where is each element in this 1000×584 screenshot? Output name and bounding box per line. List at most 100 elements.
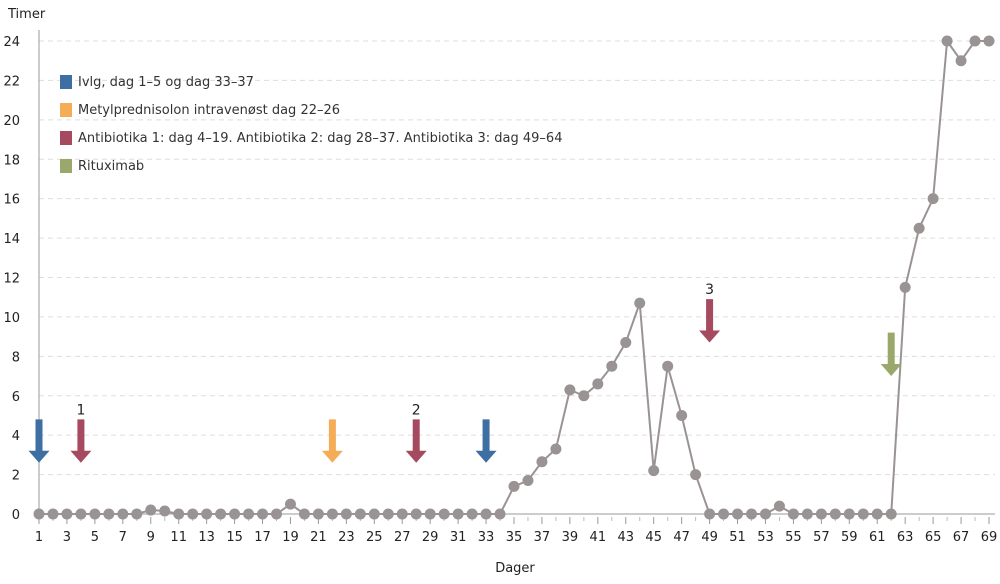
x-tick-label: 69 bbox=[981, 530, 998, 545]
data-point bbox=[718, 508, 730, 520]
data-point bbox=[913, 222, 925, 234]
x-tick-label: 11 bbox=[170, 530, 187, 545]
x-axis-label: Dager bbox=[495, 561, 535, 576]
treatment-arrow bbox=[880, 332, 902, 377]
data-point bbox=[410, 508, 422, 520]
data-point bbox=[466, 508, 478, 520]
data-point bbox=[606, 360, 618, 372]
treatment-arrow bbox=[321, 419, 343, 463]
data-point bbox=[354, 508, 366, 520]
x-tick-label: 55 bbox=[785, 530, 802, 545]
x-tick-label: 1 bbox=[35, 530, 43, 545]
y-axis-label: Timer bbox=[7, 7, 46, 22]
data-point bbox=[983, 35, 995, 47]
data-point bbox=[368, 508, 380, 520]
data-point bbox=[243, 508, 255, 520]
x-tick-label: 65 bbox=[925, 530, 942, 545]
x-tick-label: 33 bbox=[478, 530, 495, 545]
y-tick-label: 18 bbox=[3, 153, 20, 168]
data-point bbox=[871, 508, 883, 520]
treatment-arrow bbox=[699, 299, 721, 343]
data-point bbox=[815, 508, 827, 520]
x-tick-label: 27 bbox=[394, 530, 411, 545]
x-tick-label: 25 bbox=[366, 530, 383, 545]
data-point bbox=[89, 508, 101, 520]
legend-item: Ivlg, dag 1–5 og dag 33–37 bbox=[60, 68, 562, 96]
x-tick-label: 3 bbox=[63, 530, 71, 545]
data-point bbox=[340, 508, 352, 520]
legend-label: Ivlg, dag 1–5 og dag 33–37 bbox=[78, 74, 254, 90]
data-point bbox=[424, 508, 436, 520]
data-point bbox=[857, 508, 869, 520]
data-point bbox=[578, 390, 590, 402]
legend-swatch bbox=[60, 103, 72, 117]
x-tick-label: 61 bbox=[869, 530, 886, 545]
x-tick-label: 7 bbox=[119, 530, 127, 545]
y-tick-label: 6 bbox=[12, 390, 20, 405]
x-tick-label: 17 bbox=[254, 530, 271, 545]
data-point bbox=[75, 508, 87, 520]
data-point bbox=[47, 508, 59, 520]
treatment-arrow bbox=[70, 419, 92, 463]
data-point bbox=[103, 508, 115, 520]
x-tick-label: 21 bbox=[310, 530, 327, 545]
data-point bbox=[452, 508, 464, 520]
x-tick-label: 45 bbox=[645, 530, 662, 545]
data-point bbox=[284, 498, 296, 510]
data-point bbox=[969, 35, 981, 47]
data-point bbox=[801, 508, 813, 520]
data-point bbox=[131, 508, 143, 520]
x-tick-label: 67 bbox=[953, 530, 970, 545]
legend: Ivlg, dag 1–5 og dag 33–37 Metylprednisol… bbox=[60, 68, 562, 180]
legend-swatch bbox=[60, 131, 72, 145]
legend-item: Metylprednisolon intravenøst dag 22–26 bbox=[60, 96, 562, 124]
data-point bbox=[494, 508, 506, 520]
data-point bbox=[33, 508, 45, 520]
x-tick-label: 57 bbox=[813, 530, 830, 545]
legend-item: Rituximab bbox=[60, 152, 562, 180]
data-point bbox=[955, 55, 967, 67]
data-point bbox=[312, 508, 324, 520]
x-tick-label: 49 bbox=[701, 530, 718, 545]
x-tick-label: 5 bbox=[91, 530, 99, 545]
data-point bbox=[173, 508, 185, 520]
x-tick-label: 59 bbox=[841, 530, 858, 545]
data-point bbox=[564, 384, 576, 396]
data-point bbox=[787, 508, 799, 520]
x-tick-label: 43 bbox=[617, 530, 634, 545]
y-tick-label: 14 bbox=[3, 232, 20, 247]
y-tick-label: 16 bbox=[3, 193, 20, 208]
data-point bbox=[550, 443, 562, 455]
data-point bbox=[536, 456, 548, 468]
x-tick-label: 37 bbox=[534, 530, 551, 545]
data-point bbox=[759, 508, 771, 520]
data-point bbox=[145, 504, 157, 516]
treatment-arrow bbox=[475, 419, 497, 463]
legend-label: Antibiotika 1: dag 4–19. Antibiotika 2: … bbox=[78, 130, 563, 146]
x-tick-label: 63 bbox=[897, 530, 914, 545]
x-tick-label: 23 bbox=[338, 530, 355, 545]
x-tick-label: 41 bbox=[590, 530, 607, 545]
data-point bbox=[676, 409, 688, 421]
x-tick-label: 9 bbox=[147, 530, 155, 545]
data-point bbox=[843, 508, 855, 520]
arrow-label: 3 bbox=[705, 282, 714, 298]
x-tick-label: 15 bbox=[226, 530, 243, 545]
x-tick-label: 53 bbox=[757, 530, 774, 545]
data-point bbox=[396, 508, 408, 520]
x-tick-label: 47 bbox=[673, 530, 690, 545]
data-point bbox=[648, 465, 660, 477]
legend-item: Antibiotika 1: dag 4–19. Antibiotika 2: … bbox=[60, 124, 562, 152]
y-tick-label: 24 bbox=[3, 35, 20, 50]
x-tick-label: 13 bbox=[198, 530, 215, 545]
data-point bbox=[522, 474, 534, 486]
data-point bbox=[704, 508, 716, 520]
y-tick-label: 10 bbox=[3, 311, 20, 326]
data-point bbox=[690, 469, 702, 481]
data-point bbox=[927, 193, 939, 205]
data-point bbox=[382, 508, 394, 520]
legend-swatch bbox=[60, 159, 72, 173]
y-tick-label: 22 bbox=[3, 74, 20, 89]
